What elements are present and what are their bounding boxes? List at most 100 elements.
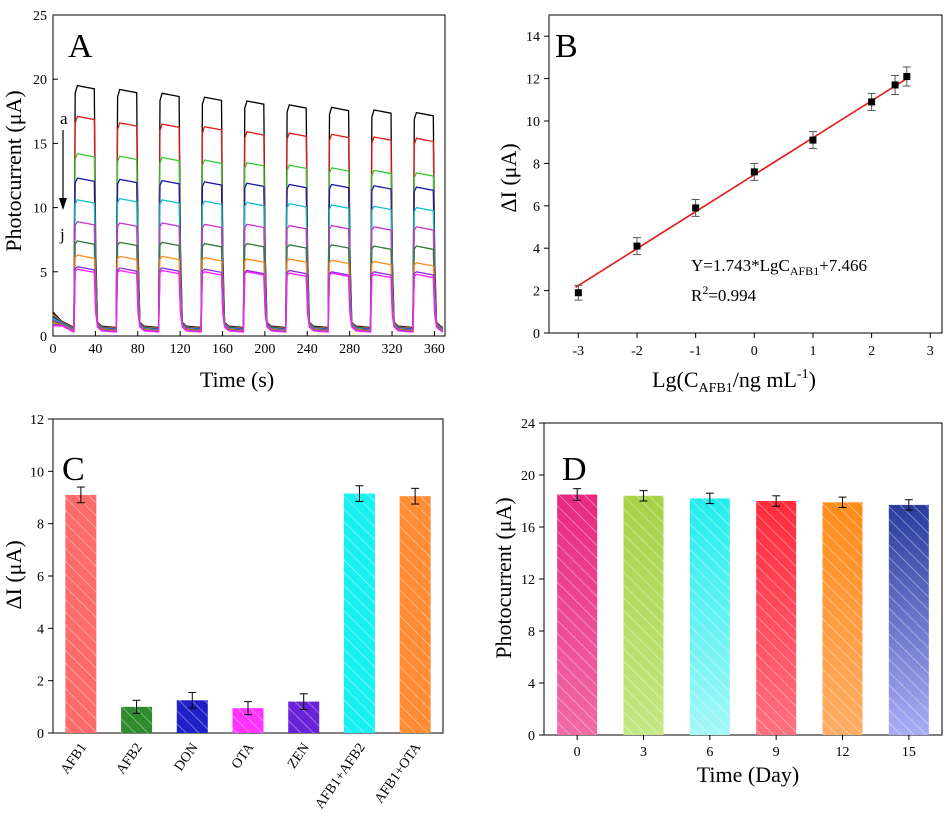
panel-c-ytick-label: 6 — [37, 570, 44, 585]
panel-a-photocurrent-vs-time: A Time (s) Photocurrent (μA) a j 0 40 80 12… — [1, 9, 446, 392]
panel-a-xtick-label: 0 — [50, 342, 57, 357]
panel-b-xlabel: Lg(CAFB1/ng mL-1) — [652, 367, 816, 396]
panel-d-xtick-label: 15 — [902, 745, 916, 760]
panel-d-xtick-label: 3 — [640, 745, 647, 760]
panel-a-xtick-label: 200 — [254, 342, 275, 357]
panel-a-annotation-j: j — [59, 225, 65, 244]
panel-b-xtick-label: 3 — [927, 344, 934, 359]
panel-b-ytick-label: 2 — [533, 285, 540, 300]
panel-d-ytick-label: 16 — [521, 521, 535, 536]
panel-d-xtick-label: 0 — [574, 745, 581, 760]
panel-b-xtick-label: 1 — [809, 344, 816, 359]
panel-a-series-line — [52, 197, 444, 331]
panel-c-ylabel: ΔI (μA) — [1, 540, 26, 609]
panel-c-ytick-label: 8 — [37, 518, 44, 533]
panel-a-ytick-label: 25 — [33, 9, 47, 24]
panel-b-xtick-label: 0 — [751, 344, 758, 359]
panel-d-bar-hatch — [557, 494, 598, 735]
panel-b-r-squared: R2=0.994 — [691, 283, 757, 305]
panel-d-letter: D — [562, 451, 587, 488]
panel-c-category-label: AFB1 — [58, 741, 90, 778]
panel-a-frame — [52, 14, 446, 337]
panel-c-category-label: AFB2 — [114, 741, 146, 778]
panel-a-series-line — [52, 115, 444, 330]
panel-d-xtick-label: 12 — [836, 745, 850, 760]
panel-a-xtick-label: 240 — [297, 342, 318, 357]
panel-c-category-label: AFB1+AFB2 — [313, 741, 369, 812]
panel-b-fit-line — [574, 76, 911, 289]
panel-b-data-point — [891, 81, 899, 89]
panel-b-ytick-label: 10 — [526, 115, 540, 130]
panel-a-xtick-label: 120 — [170, 342, 191, 357]
panel-b-frame — [548, 14, 943, 334]
panel-a-ytick-label: 10 — [33, 202, 47, 217]
panel-d-ytick-label: 24 — [521, 417, 535, 432]
panel-b-equation: Y=1.743*LgCAFB1+7.466 — [691, 256, 867, 278]
panel-a-xlabel: Time (s) — [200, 367, 274, 392]
panel-c-ytick-label: 10 — [30, 465, 44, 480]
panel-a-ytick-label: 20 — [33, 73, 47, 88]
panel-c-ytick-label: 2 — [37, 675, 44, 690]
panel-b-ytick-label: 6 — [533, 200, 540, 215]
panel-d-xtick-label: 9 — [773, 745, 780, 760]
panel-b-ytick-label: 4 — [533, 242, 540, 257]
panel-b-ytick-label: 8 — [533, 157, 540, 172]
panel-a-ylabel: Photocurrent (μA) — [1, 90, 26, 251]
panel-b-data-point — [750, 168, 758, 176]
panel-c-bar-hatch — [399, 496, 431, 733]
panel-d-bar-hatch — [822, 502, 863, 735]
panel-b-data-point — [809, 136, 817, 144]
panel-c-category-label: OTA — [229, 740, 258, 772]
panel-b-calibration: B ΔI (μA) Lg(CAFB1/ng mL-1) Y=1.743*LgCA… — [496, 14, 943, 396]
panel-b-ylabel: ΔI (μA) — [496, 143, 521, 212]
panel-d-bar-hatch — [756, 501, 797, 735]
panel-c-bar-hatch — [343, 493, 375, 733]
panel-b-data-point — [903, 72, 911, 80]
panel-c-ytick-label: 4 — [37, 622, 44, 637]
panel-b-data-point — [868, 98, 876, 106]
panel-d-ytick-label: 4 — [528, 677, 535, 692]
panel-d-bar-hatch — [888, 504, 929, 735]
panel-b-xtick-label: 2 — [868, 344, 875, 359]
panel-b-ytick-label: 12 — [526, 73, 540, 88]
panel-c-category-label: DON — [172, 741, 202, 774]
panel-a-xtick-label: 360 — [424, 342, 445, 357]
panel-a-ytick-label: 15 — [33, 137, 47, 152]
panel-a-xtick-label: 320 — [382, 342, 403, 357]
panel-c-bar-hatch — [65, 494, 97, 733]
panel-c-ytick-label: 12 — [30, 413, 44, 428]
panel-d-ytick-label: 8 — [528, 625, 535, 640]
panel-d-xlabel: Time (Day) — [697, 762, 799, 787]
panel-b-xtick-label: -1 — [690, 344, 702, 359]
panel-a-xtick-label: 40 — [88, 342, 102, 357]
panel-c-ytick-label: 0 — [37, 727, 44, 742]
panel-d-bar-hatch — [689, 498, 730, 735]
panel-d-bar-hatch — [623, 495, 664, 735]
panel-c-category-label: ZEN — [285, 741, 313, 772]
panel-a-series-line — [52, 220, 444, 332]
panel-b-data-point — [574, 289, 582, 297]
panel-a-xtick-label: 80 — [131, 342, 145, 357]
panel-a-arrow — [59, 130, 67, 210]
panel-a-ytick-label: 5 — [40, 266, 47, 281]
panel-d-ytick-label: 12 — [521, 573, 535, 588]
panel-a-letter: A — [68, 28, 93, 65]
panel-a-series-line — [52, 268, 444, 334]
panel-d-frame — [543, 422, 943, 736]
panel-a-annotation-a: a — [60, 109, 68, 128]
panel-c-category-label: AFB1+OTA — [372, 740, 425, 806]
panel-b-ytick-label: 0 — [533, 327, 540, 342]
panel-a-series-line — [52, 177, 444, 331]
panel-b-xtick-label: -2 — [631, 344, 643, 359]
panel-a-xtick-label: 160 — [212, 342, 233, 357]
panel-d-xtick-label: 6 — [706, 745, 713, 760]
panel-c-letter: C — [62, 451, 85, 488]
panel-a-xtick-label: 280 — [339, 342, 360, 357]
panel-a-series-line — [52, 254, 444, 333]
panel-b-data-point — [633, 242, 641, 250]
panel-d-ylabel: Photocurrent (μA) — [491, 497, 516, 658]
panel-a-series-line — [52, 152, 444, 330]
panel-b-xtick-label: -3 — [572, 344, 584, 359]
